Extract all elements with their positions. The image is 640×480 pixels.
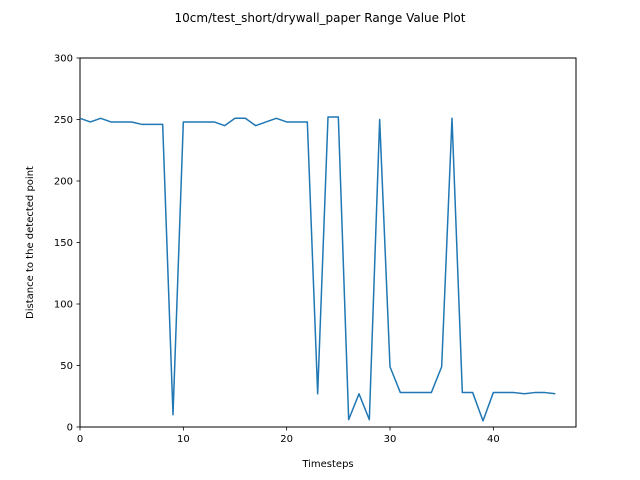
y-axis-label: Distance to the detected point xyxy=(25,166,36,319)
y-tick-label: 100 xyxy=(54,300,73,311)
series-line xyxy=(79,116,556,422)
x-tick-label: 40 xyxy=(487,434,500,445)
chart-title: 10cm/test_short/drywall_paper Range Valu… xyxy=(175,11,466,25)
y-tick-label: 300 xyxy=(54,54,73,65)
y-tick-label: 200 xyxy=(54,177,73,188)
x-axis-ticks: 0 10 20 30 40 xyxy=(77,427,500,445)
y-axis-ticks: 0 50 100 150 200 250 300 xyxy=(54,54,80,434)
y-tick-label: 250 xyxy=(54,115,73,126)
x-tick-label: 10 xyxy=(177,434,190,445)
x-tick-label: 0 xyxy=(77,434,83,445)
x-axis-label: Timesteps xyxy=(301,459,353,470)
y-tick-label: 150 xyxy=(54,238,73,249)
y-tick-label: 50 xyxy=(60,361,73,372)
y-tick-label: 0 xyxy=(67,423,73,434)
x-tick-label: 30 xyxy=(384,434,397,445)
x-tick-label: 20 xyxy=(280,434,293,445)
series-layer xyxy=(79,116,556,422)
plot-area-frame xyxy=(79,57,577,428)
